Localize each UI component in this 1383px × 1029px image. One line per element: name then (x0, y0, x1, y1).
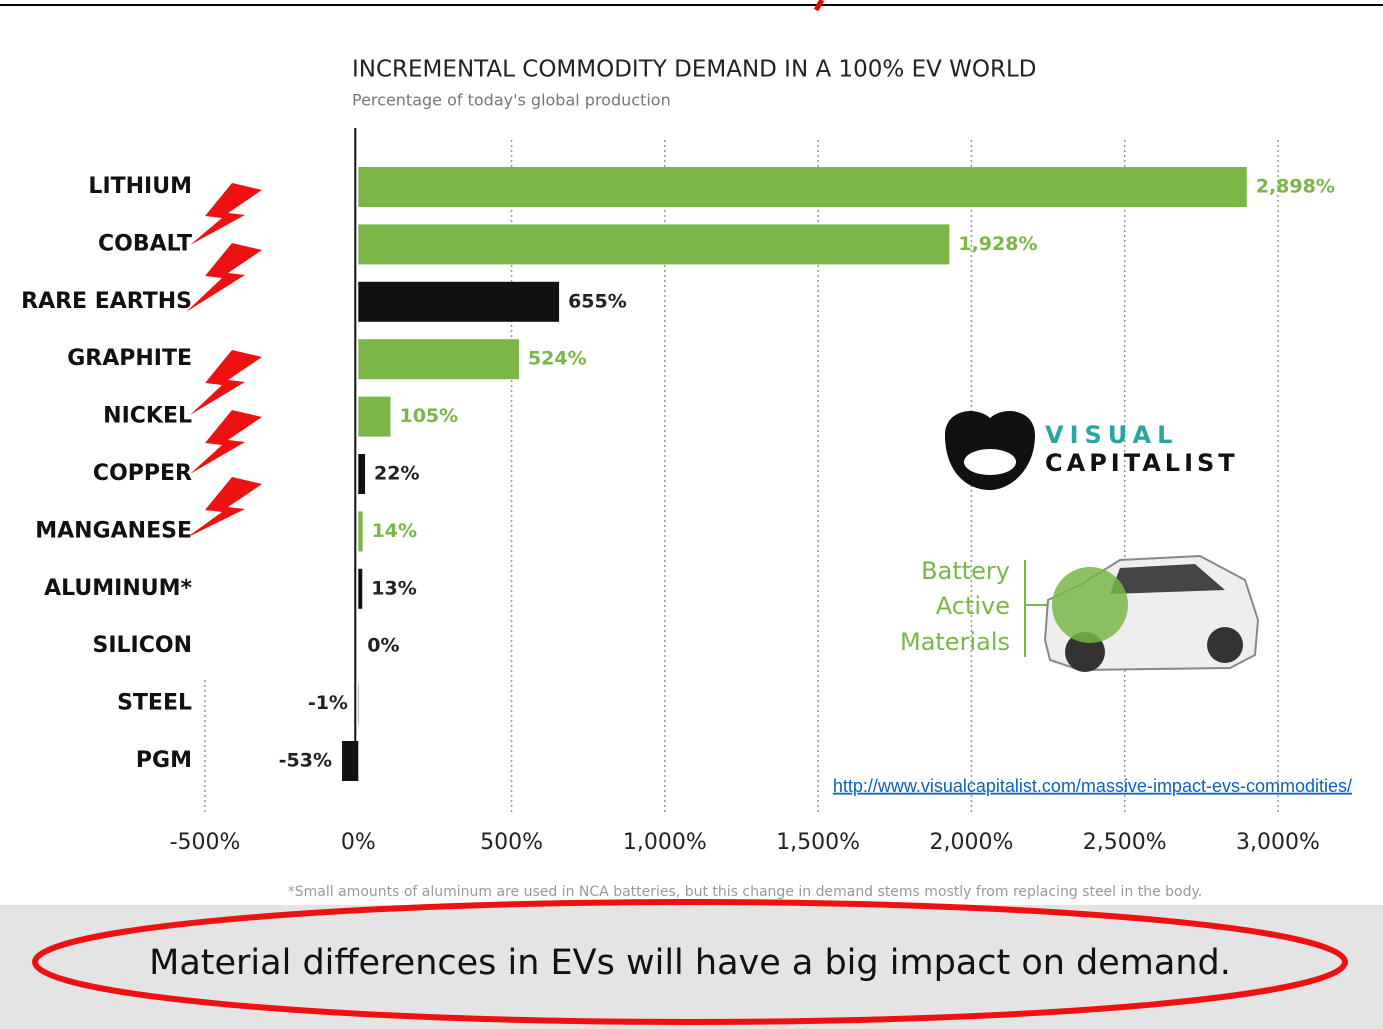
annotation-text: Battery (921, 557, 1010, 585)
bar (358, 339, 519, 379)
x-tick-label: 0% (341, 830, 376, 855)
value-label: -53% (279, 750, 332, 772)
caption: Material differences in EVs will have a … (149, 943, 1231, 983)
chart-subtitle: Percentage of today's global production (352, 91, 671, 110)
category-label: ALUMINUM* (44, 576, 192, 601)
category-label: PGM (136, 748, 192, 773)
category-label: LITHIUM (88, 174, 192, 199)
bar (358, 397, 390, 437)
category-label: MANGANESE (35, 518, 192, 543)
bar (358, 167, 1246, 207)
bar (358, 511, 362, 551)
category-label: RARE EARTHS (21, 289, 192, 314)
value-label: 13% (371, 577, 416, 599)
footnote: *Small amounts of aluminum are used in N… (288, 884, 1202, 900)
chart-title: INCREMENTAL COMMODITY DEMAND IN A 100% E… (352, 57, 1037, 83)
x-tick-label: 3,000% (1236, 830, 1320, 855)
value-label: 22% (374, 463, 419, 485)
x-tick-label: 1,000% (623, 830, 707, 855)
car-wheel (1207, 627, 1243, 663)
value-label: 2,898% (1256, 176, 1335, 198)
value-label: 655% (568, 290, 627, 312)
x-tick-label: 2,500% (1083, 830, 1167, 855)
bar (358, 454, 365, 494)
category-label: NICKEL (103, 404, 192, 429)
value-label: -1% (308, 692, 348, 714)
slide: INCREMENTAL COMMODITY DEMAND IN A 100% E… (0, 0, 1383, 1029)
bar (358, 282, 559, 322)
battery-highlight (1052, 567, 1128, 643)
battery-annotation: Battery Active Materials (900, 556, 1258, 672)
value-label: 1,928% (958, 233, 1037, 255)
logo-text: CAPITALIST (1045, 449, 1239, 477)
category-label: STEEL (117, 691, 192, 716)
bar (358, 569, 362, 609)
background (0, 0, 1383, 1029)
bar (342, 741, 358, 781)
annotation-text: Materials (900, 628, 1010, 656)
source-link[interactable]: http://www.visualcapitalist.com/massive-… (833, 776, 1352, 796)
x-tick-label: 1,500% (776, 830, 860, 855)
x-tick-label: 2,000% (929, 830, 1013, 855)
x-tick-label: -500% (170, 830, 241, 855)
logo-text: VISUAL (1045, 421, 1178, 449)
category-label: GRAPHITE (67, 346, 192, 371)
category-label: COPPER (93, 461, 192, 486)
value-label: 524% (528, 348, 587, 370)
x-tick-label: 500% (480, 830, 543, 855)
value-label: 0% (367, 635, 399, 657)
value-label: 14% (372, 520, 417, 542)
value-label: 105% (399, 405, 458, 427)
annotation-text: Active (936, 592, 1010, 620)
category-label: SILICON (93, 633, 193, 658)
logo-inner (964, 449, 1016, 475)
category-label: COBALT (98, 231, 192, 256)
bar (358, 224, 949, 264)
